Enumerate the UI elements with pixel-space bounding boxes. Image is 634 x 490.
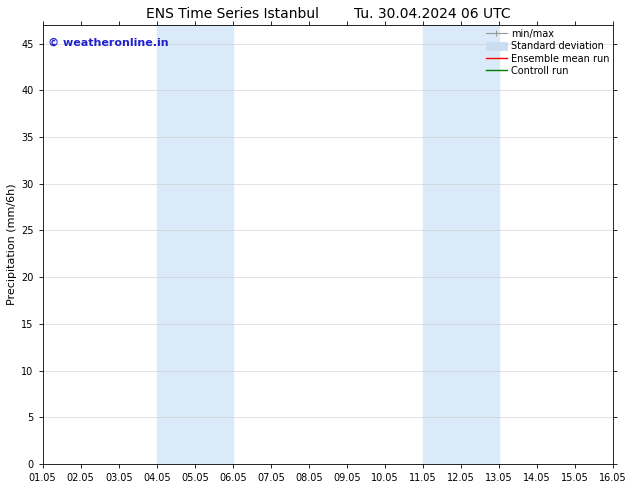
Legend: min/max, Standard deviation, Ensemble mean run, Controll run: min/max, Standard deviation, Ensemble me… (484, 27, 611, 78)
Bar (423, 25, 499, 464)
Title: ENS Time Series Istanbul        Tu. 30.04.2024 06 UTC: ENS Time Series Istanbul Tu. 30.04.2024 … (146, 7, 510, 21)
Text: © weatheronline.in: © weatheronline.in (48, 38, 169, 48)
Y-axis label: Precipitation (mm/6h): Precipitation (mm/6h) (7, 184, 17, 305)
Bar (157, 25, 233, 464)
